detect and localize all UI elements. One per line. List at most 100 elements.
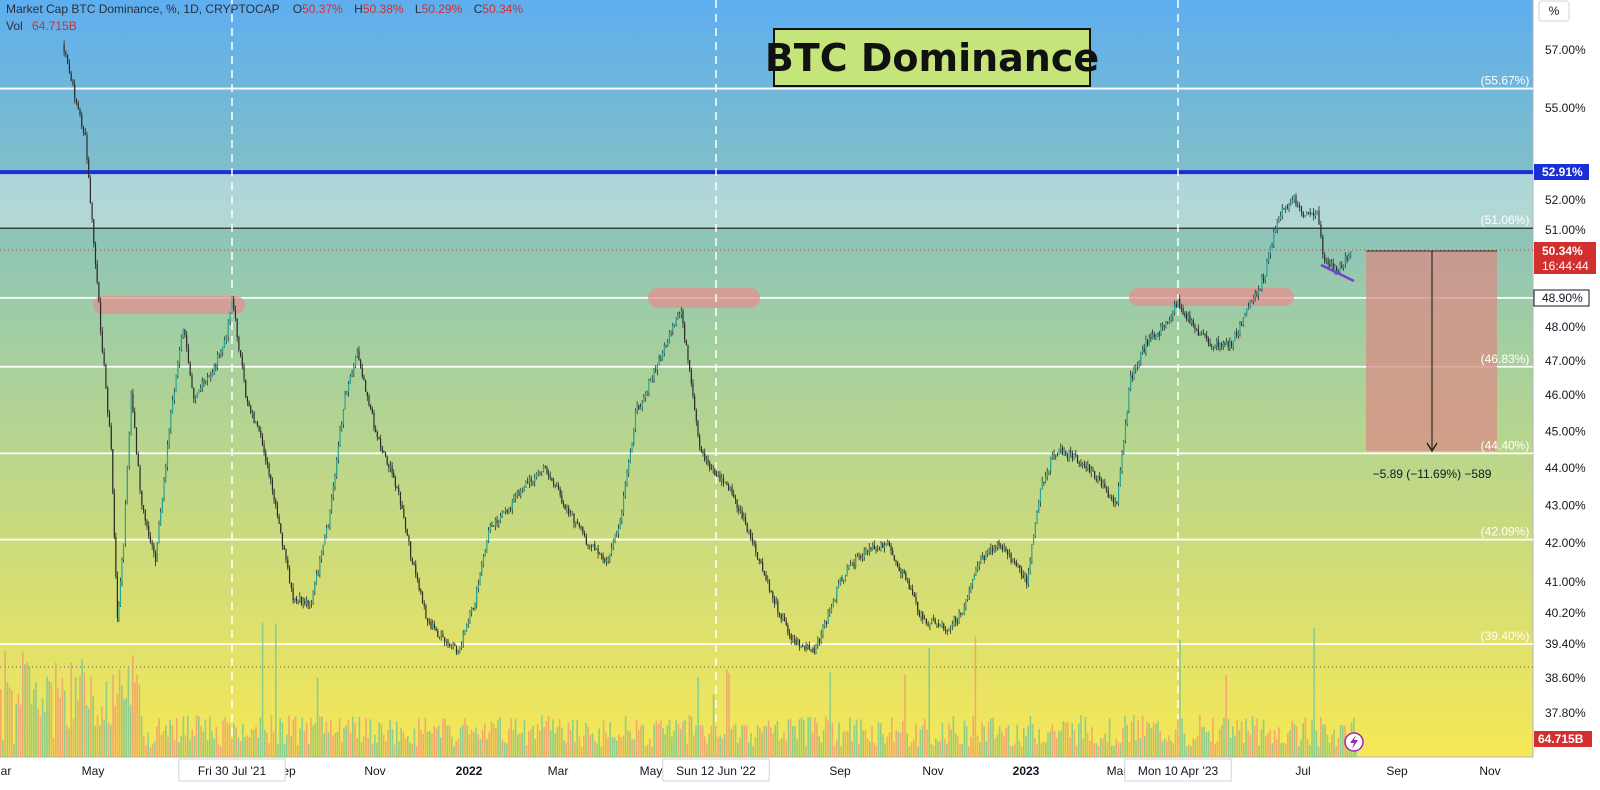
- resistance-zone-2022[interactable]: [648, 288, 760, 308]
- candle-body: [88, 159, 90, 179]
- resistance-zone-2021[interactable]: [93, 296, 245, 314]
- volume-bar: [921, 725, 924, 757]
- candle-body: [689, 360, 691, 371]
- candle-body: [344, 394, 346, 410]
- volume-bar: [759, 727, 761, 757]
- candle-body: [925, 619, 927, 624]
- candle-body: [415, 564, 417, 575]
- volume-bar: [411, 744, 413, 757]
- candle-body: [525, 481, 527, 488]
- price-series: [63, 40, 1352, 656]
- title-box[interactable]: [773, 28, 1091, 87]
- volume-bar: [814, 717, 816, 757]
- volume-bar: [1324, 724, 1326, 757]
- candle-body: [1156, 332, 1159, 337]
- candle-body: [160, 511, 162, 526]
- candle-body: [755, 543, 757, 553]
- candle-body: [648, 380, 650, 393]
- lightning-icon[interactable]: [1344, 732, 1364, 752]
- candle-body: [836, 587, 838, 600]
- candle-body: [888, 541, 890, 546]
- candle-body: [1013, 561, 1016, 563]
- candle-body: [1242, 317, 1244, 325]
- candle-body: [1222, 343, 1224, 347]
- volume-bar: [1311, 720, 1313, 757]
- volume-bar: [825, 716, 827, 757]
- candle-body: [656, 364, 659, 371]
- candle-body: [1026, 576, 1028, 585]
- volume-bar: [341, 742, 343, 757]
- candle-body: [986, 551, 989, 554]
- volume-bar: [1113, 746, 1115, 757]
- price-scale[interactable]: [1533, 0, 1600, 757]
- candle-body: [685, 340, 687, 346]
- volume-bar: [1009, 746, 1012, 757]
- candle-body: [1251, 301, 1253, 303]
- volume-bar: [211, 731, 213, 757]
- high-value: 50.38%: [363, 2, 404, 16]
- time-tick: May: [82, 764, 105, 778]
- candle-body: [126, 465, 128, 505]
- candle-body: [883, 545, 886, 549]
- fib-level-label: (51.06%): [1481, 213, 1530, 227]
- candle-body: [501, 511, 503, 516]
- candle-body: [1276, 220, 1278, 229]
- candle-body: [1001, 546, 1004, 550]
- volume-bar: [1069, 737, 1071, 757]
- candle-body: [1107, 490, 1109, 498]
- volume-bar: [968, 746, 970, 757]
- candle-body: [134, 412, 136, 429]
- candle-body: [1163, 325, 1165, 328]
- percent-scale-button[interactable]: [1538, 0, 1570, 22]
- volume-bar: [444, 718, 446, 757]
- candle-body: [707, 459, 709, 463]
- volume-bar: [46, 676, 48, 757]
- candle-body: [491, 525, 493, 527]
- candle-body: [132, 393, 134, 413]
- price-tick: 39.40%: [1545, 637, 1586, 651]
- volume-bar: [330, 720, 332, 757]
- open-label: O: [293, 2, 302, 16]
- candle-body: [148, 525, 150, 537]
- symbol-legend[interactable]: Market Cap BTC Dominance, %, 1D, CRYPTOC…: [6, 2, 523, 33]
- candle-body: [898, 566, 900, 572]
- volume-bar: [948, 723, 950, 757]
- candle-body: [843, 580, 845, 582]
- candle-body: [1170, 316, 1172, 320]
- candle-body: [934, 619, 936, 624]
- volume-bar: [2, 740, 4, 757]
- candle-body: [1192, 319, 1194, 326]
- purple-trendline[interactable]: [1320, 263, 1355, 283]
- volume-bar: [633, 739, 636, 757]
- volume-bar: [565, 742, 567, 757]
- candle-body: [595, 548, 598, 550]
- candle-body: [462, 633, 464, 646]
- candle-body: [278, 516, 280, 524]
- candle-body: [149, 536, 152, 543]
- volume-bar: [574, 742, 576, 757]
- candle-body: [305, 599, 308, 604]
- volume-bar: [904, 674, 906, 757]
- candle-body: [841, 577, 843, 582]
- candle-body: [1291, 199, 1294, 204]
- candle-body: [115, 536, 117, 577]
- candle-body: [108, 412, 111, 427]
- candle-body: [1119, 470, 1121, 487]
- candle-body: [1262, 277, 1265, 282]
- volume-bar: [679, 728, 682, 757]
- candle-body: [832, 599, 834, 607]
- volume-bar: [928, 647, 930, 757]
- resistance-zone-2023[interactable]: [1129, 288, 1294, 306]
- volume-bar: [68, 728, 70, 757]
- volume-bar: [686, 743, 688, 757]
- candle-body: [918, 611, 920, 617]
- candle-body: [113, 492, 115, 537]
- candle-body: [523, 487, 525, 490]
- volume-bar: [44, 711, 46, 757]
- volume-bar: [391, 729, 394, 757]
- volume-bar: [1018, 740, 1021, 757]
- volume-bar: [1071, 722, 1073, 757]
- candle-body: [1165, 322, 1167, 328]
